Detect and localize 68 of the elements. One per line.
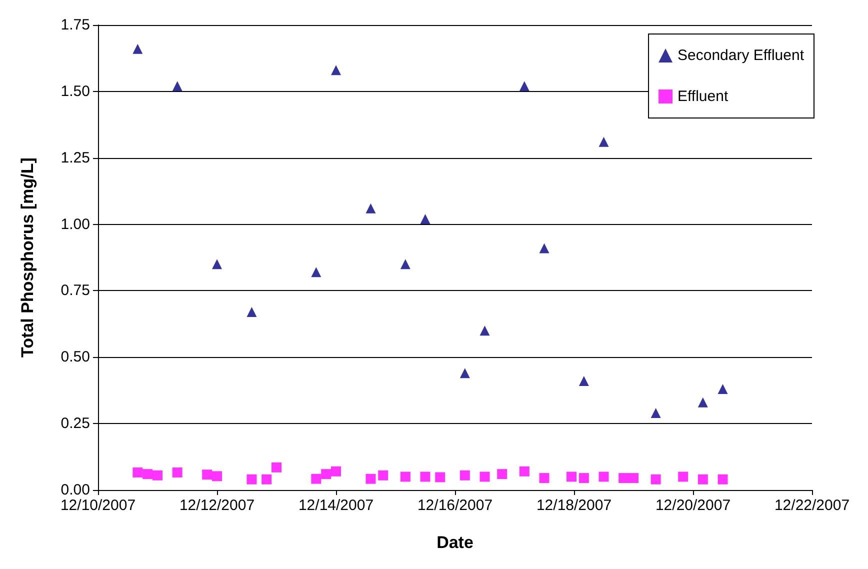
- x-tick-label: 12/18/2007: [536, 497, 612, 514]
- point: [539, 473, 550, 484]
- point: [718, 384, 728, 394]
- point: [246, 306, 257, 317]
- point: [435, 472, 446, 482]
- point: [272, 462, 282, 472]
- y-tick-label: 1.50: [60, 82, 90, 100]
- point: [202, 470, 212, 480]
- x-tick-label: 12/22/2007: [774, 497, 850, 514]
- point: [539, 243, 550, 254]
- point: [366, 474, 376, 484]
- point: [460, 470, 470, 480]
- point: [698, 474, 708, 484]
- point: [172, 81, 182, 92]
- y-tick-label: 1.75: [60, 16, 90, 34]
- point: [420, 472, 430, 482]
- point: [400, 472, 410, 482]
- point: [142, 469, 153, 480]
- legend-label: Secondary Effluent: [678, 47, 805, 64]
- x-tick-label: 12/14/2007: [298, 497, 374, 514]
- point: [420, 214, 430, 224]
- point: [497, 469, 508, 480]
- point: [460, 368, 470, 378]
- point: [678, 472, 688, 482]
- point: [311, 267, 322, 278]
- point: [578, 473, 589, 484]
- point: [480, 472, 490, 482]
- point: [598, 136, 609, 147]
- point: [331, 65, 341, 76]
- x-tick-label: 12/12/2007: [179, 497, 255, 514]
- y-tick-label: 1.00: [60, 216, 90, 233]
- point: [321, 469, 332, 480]
- point: [650, 408, 661, 418]
- point: [650, 474, 661, 484]
- y-axis-title: Total Phosphorus [mg/L]: [18, 158, 37, 358]
- point: [132, 467, 143, 478]
- point: [152, 470, 162, 480]
- point: [212, 259, 222, 270]
- point: [718, 474, 728, 484]
- point: [598, 472, 609, 482]
- point: [618, 473, 629, 484]
- y-tick-label: 0.25: [60, 415, 90, 432]
- point: [262, 474, 272, 484]
- point: [212, 471, 222, 482]
- point: [519, 466, 530, 476]
- y-tick-label: 0.50: [60, 348, 90, 366]
- point: [132, 44, 143, 54]
- x-axis-title: Date: [436, 533, 474, 552]
- point: [311, 474, 322, 484]
- point: [698, 397, 708, 408]
- point: [378, 470, 388, 480]
- x-tick-label: 12/20/2007: [655, 497, 731, 514]
- legend-label: Effluent: [678, 88, 729, 105]
- point: [628, 473, 638, 484]
- y-tick-label: 0.75: [60, 282, 90, 300]
- point: [246, 474, 257, 484]
- point: [566, 472, 577, 482]
- point: [331, 466, 341, 476]
- y-tick-label: 1.25: [60, 149, 90, 166]
- point: [366, 203, 376, 214]
- point: [400, 259, 410, 270]
- x-tick-label: 12/10/2007: [60, 497, 136, 514]
- point: [519, 81, 530, 92]
- x-tick-label: 12/16/2007: [417, 497, 493, 514]
- point: [172, 467, 182, 478]
- y-tick-label: 0.00: [60, 482, 90, 498]
- point: [578, 376, 589, 386]
- point: [480, 326, 490, 336]
